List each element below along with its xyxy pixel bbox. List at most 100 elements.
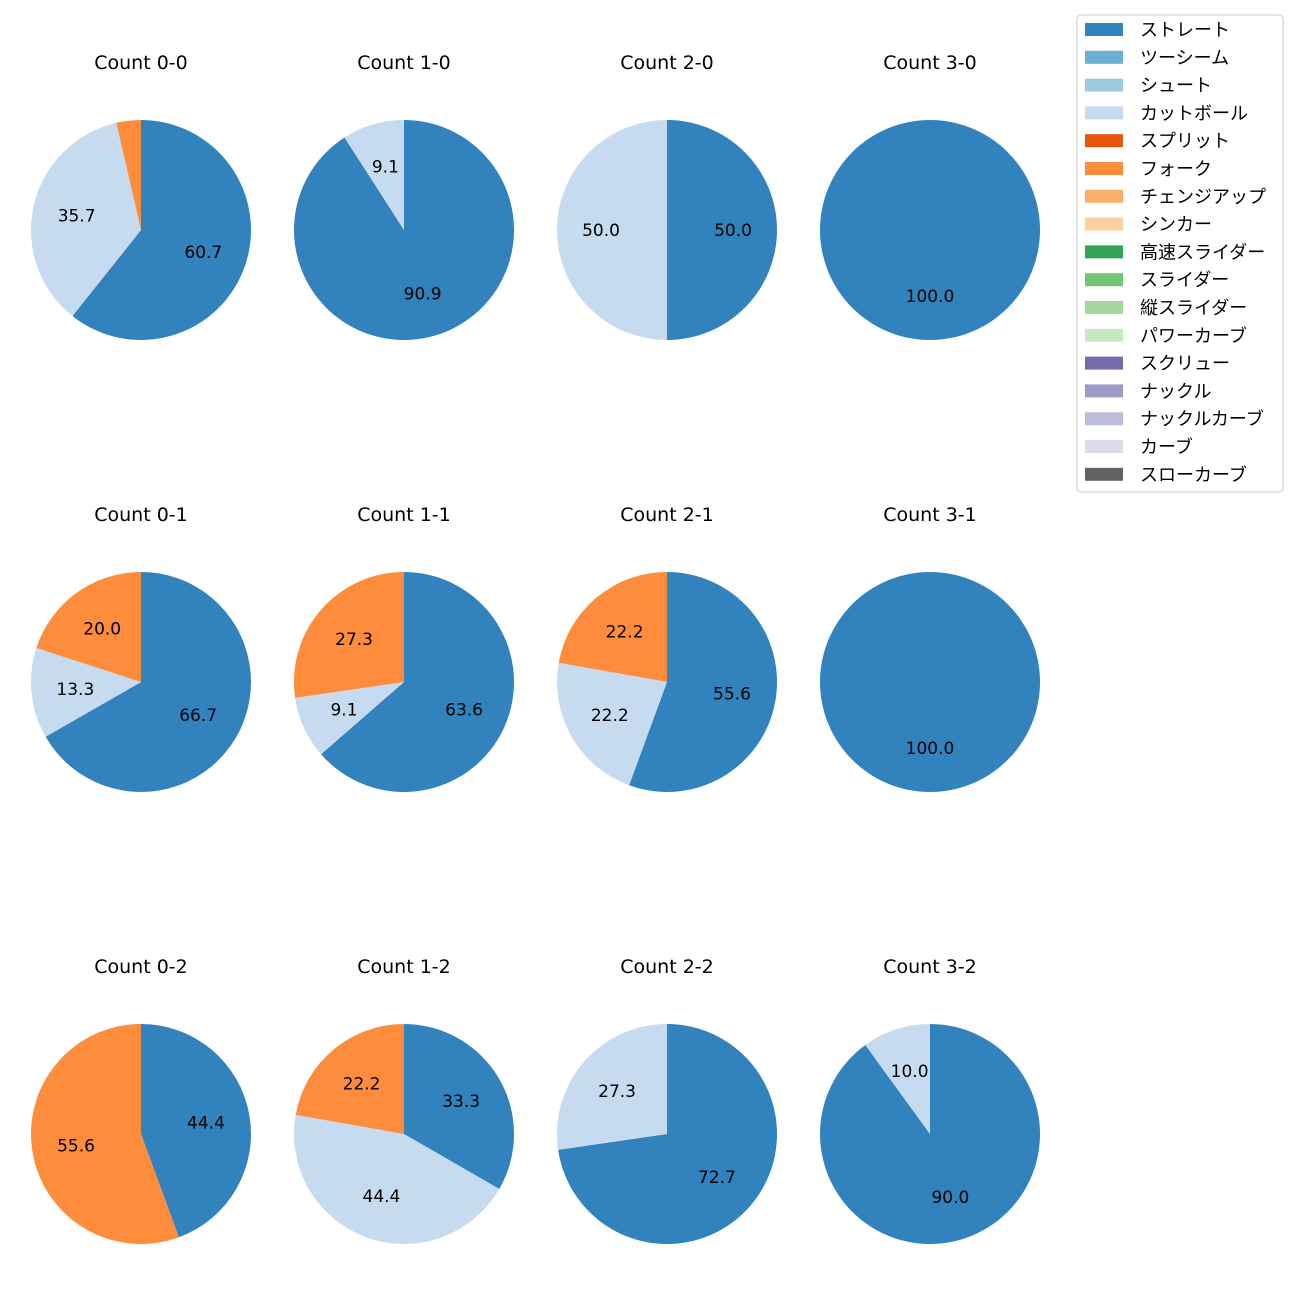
pie-slice [344,120,404,230]
legend-swatch [1085,23,1123,36]
pie-slice [141,1024,251,1238]
slice-value-label: 66.7 [179,706,217,726]
slice-value-label: 55.6 [713,685,751,705]
pie-title: Count 0-0 [94,52,188,74]
pie-title: Count 3-1 [883,504,977,526]
slice-value-label: 55.6 [57,1137,95,1157]
legend-label: スクリュー [1140,354,1230,375]
pie-chart-7: Count 2-1 55.6 22.2 22.2 [557,504,778,792]
pie-title: Count 3-2 [883,956,977,978]
pie-title: Count 1-2 [357,956,451,978]
pie-chart-6: Count 1-1 63.6 9.1 27.3 [294,504,515,793]
pie-chart-11: Count 2-2 72.7 27.3 [557,956,778,1244]
legend-swatch [1085,273,1123,287]
legend-swatch [1085,134,1123,148]
legend-swatch [1085,412,1123,426]
slice-value-label: 90.9 [404,284,442,304]
legend-swatch [1085,440,1123,453]
pie-title: Count 0-2 [94,956,188,978]
pie-slice [295,682,404,755]
pie-chart-2: Count 1-0 90.9 9.1 [294,52,515,340]
legend-swatch [1085,189,1123,203]
legend-swatch [1085,245,1123,259]
legend-label: フォーク [1140,159,1212,180]
pie-slice [820,120,1040,340]
pie-slice [30,648,141,737]
pie-slice [45,572,251,792]
pie-slice [865,1023,930,1134]
slice-value-label: 13.3 [56,680,94,700]
legend-label: パワーカーブ [1140,325,1247,347]
legend-swatch [1085,106,1123,120]
legend-label: ストレート [1140,20,1230,41]
legend-label: シュート [1140,76,1212,97]
slice-value-label: 22.2 [343,1074,381,1094]
legend-swatch [1085,78,1123,92]
legend-swatch [1085,356,1123,370]
legend-label: スライダー [1140,270,1229,291]
legend-label: ツーシーム [1140,48,1229,69]
slice-value-label: 72.7 [698,1168,736,1188]
slice-value-label: 9.1 [372,158,399,178]
pie-slice [667,120,777,340]
slice-value-label: 20.0 [83,620,121,640]
slice-value-label: 50.0 [582,221,620,241]
pie-slice [819,1024,1040,1244]
legend-label: チェンジアップ [1140,187,1266,208]
slice-value-label: 22.2 [591,706,629,726]
slice-value-label: 27.3 [335,630,373,650]
pie-slice [558,1024,778,1244]
slice-value-label: 33.3 [442,1092,480,1112]
legend-label: シンカー [1140,215,1212,236]
pie-title: Count 1-0 [357,52,451,74]
legend-swatch [1085,50,1123,64]
slice-value-label: 60.7 [184,243,222,263]
pie-title: Count 1-1 [357,504,451,526]
slice-value-label: 50.0 [714,221,752,241]
pie-chart-9: Count 0-2 44.4 55.6 [30,956,251,1244]
pie-chart-8: Count 3-1 100.0 [820,504,1040,792]
legend-label: ナックル [1140,381,1211,402]
pie-chart-5: Count 0-1 66.7 13.3 20.0 [30,504,251,792]
slice-value-label: 35.7 [58,206,96,226]
slice-value-label: 90.0 [931,1188,969,1208]
pie-title: Count 2-1 [620,504,714,526]
slice-value-label: 63.6 [445,700,483,720]
pie-slice [295,1024,404,1134]
pie-slice [820,572,1040,792]
pie-slice [629,572,778,792]
pie-slice [116,120,141,230]
pie-slice [404,1024,514,1189]
pie-slice [72,120,252,340]
pie-title: Count 0-1 [94,504,188,526]
pie-slice [293,1114,500,1244]
pie-slice [321,572,515,793]
legend-swatch [1085,162,1123,175]
slice-value-label: 100.0 [906,739,955,759]
pie-slice [36,572,141,682]
slice-value-label: 27.3 [598,1082,636,1102]
legend-label: ナックルカーブ [1140,408,1264,430]
slice-value-label: 22.2 [606,622,644,642]
pie-chart-1: Count 0-0 60.7 35.7 [30,52,252,340]
legend: ストレートツーシームシュートカットボールスプリットフォークチェンジアップシンカー… [1076,14,1284,493]
pie-slice [30,122,142,317]
pie-chart-10: Count 1-2 33.3 44.4 22.2 [293,956,514,1244]
pie-chart-3: Count 2-0 50.0 50.0 [557,52,777,340]
legend-label: スローカーブ [1140,464,1247,486]
slice-value-label: 44.4 [363,1187,401,1207]
legend-swatch [1085,301,1123,314]
slice-value-label: 44.4 [187,1113,225,1133]
legend-label: スプリット [1140,131,1230,152]
legend-frame [1076,14,1284,493]
legend-swatch [1085,328,1123,342]
legend-label: カットボール [1140,103,1248,124]
pie-slice [294,572,404,698]
pie-slice [30,1024,179,1244]
pie-slice [294,120,515,340]
pie-chart-12: Count 3-2 90.0 10.0 [819,956,1040,1244]
legend-label: 縦スライダー [1140,298,1247,319]
legend-label: カーブ [1140,436,1193,458]
slice-value-label: 100.0 [906,287,955,307]
